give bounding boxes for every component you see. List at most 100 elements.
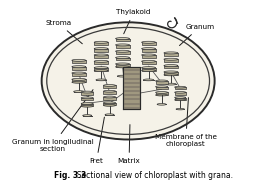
Polygon shape (81, 92, 93, 95)
Ellipse shape (94, 67, 108, 69)
Ellipse shape (157, 103, 166, 105)
Polygon shape (94, 61, 108, 64)
Ellipse shape (116, 50, 129, 52)
Ellipse shape (42, 22, 215, 140)
Polygon shape (142, 42, 155, 45)
Ellipse shape (72, 59, 86, 61)
Polygon shape (94, 42, 108, 45)
Ellipse shape (103, 84, 116, 86)
Bar (124, 67, 140, 109)
Ellipse shape (105, 114, 114, 116)
Ellipse shape (164, 65, 178, 67)
Ellipse shape (164, 52, 178, 54)
Bar (124, 82, 140, 84)
Polygon shape (103, 85, 116, 88)
Text: Fig. 3.3: Fig. 3.3 (54, 171, 87, 180)
Ellipse shape (116, 57, 129, 59)
Ellipse shape (81, 105, 93, 107)
Polygon shape (142, 49, 155, 52)
Ellipse shape (116, 44, 129, 46)
Bar (124, 98, 140, 100)
Polygon shape (94, 49, 108, 52)
Ellipse shape (72, 66, 86, 68)
Polygon shape (94, 55, 108, 58)
Polygon shape (116, 39, 129, 41)
Text: Fret: Fret (90, 117, 105, 164)
Ellipse shape (81, 103, 93, 105)
Ellipse shape (142, 41, 155, 43)
Ellipse shape (176, 108, 184, 110)
Polygon shape (142, 55, 155, 58)
Text: Thylakoid: Thylakoid (116, 9, 151, 34)
Ellipse shape (116, 66, 129, 68)
Ellipse shape (155, 94, 168, 96)
Polygon shape (72, 67, 86, 70)
Bar (124, 107, 140, 109)
Ellipse shape (142, 67, 155, 69)
Polygon shape (142, 61, 155, 64)
Ellipse shape (72, 72, 86, 74)
Polygon shape (116, 64, 129, 67)
Ellipse shape (94, 60, 108, 62)
Ellipse shape (143, 79, 154, 81)
Ellipse shape (117, 75, 128, 77)
Ellipse shape (94, 41, 108, 43)
Polygon shape (72, 73, 86, 76)
Polygon shape (116, 51, 129, 54)
Ellipse shape (155, 86, 168, 88)
Ellipse shape (175, 97, 186, 98)
Polygon shape (175, 97, 186, 100)
Ellipse shape (175, 92, 186, 93)
Polygon shape (164, 66, 178, 68)
Ellipse shape (142, 60, 155, 62)
Ellipse shape (94, 48, 108, 50)
Ellipse shape (175, 99, 186, 101)
Ellipse shape (116, 38, 129, 40)
Text: Stroma: Stroma (45, 20, 82, 44)
Polygon shape (164, 59, 178, 62)
Polygon shape (81, 104, 93, 106)
Polygon shape (155, 92, 168, 95)
Polygon shape (103, 91, 116, 94)
Ellipse shape (81, 97, 93, 99)
Ellipse shape (83, 115, 92, 116)
Ellipse shape (164, 71, 178, 73)
Polygon shape (72, 60, 86, 63)
Ellipse shape (72, 81, 86, 83)
Polygon shape (116, 45, 129, 48)
Text: Sectional view of chloroplast with grana.: Sectional view of chloroplast with grana… (72, 171, 233, 180)
Ellipse shape (74, 91, 84, 92)
Polygon shape (155, 81, 168, 84)
Text: Matrix: Matrix (118, 125, 140, 164)
Ellipse shape (175, 86, 186, 88)
Ellipse shape (103, 90, 116, 92)
Polygon shape (94, 68, 108, 70)
Ellipse shape (94, 54, 108, 56)
Polygon shape (103, 103, 116, 105)
Ellipse shape (94, 70, 108, 72)
Ellipse shape (103, 102, 116, 104)
Ellipse shape (116, 63, 129, 65)
Ellipse shape (166, 83, 176, 85)
Ellipse shape (142, 54, 155, 56)
Polygon shape (142, 68, 155, 70)
Bar (124, 90, 140, 92)
Polygon shape (72, 79, 86, 82)
Ellipse shape (103, 96, 116, 98)
Ellipse shape (96, 79, 106, 81)
Polygon shape (103, 97, 116, 100)
Ellipse shape (164, 58, 178, 60)
Text: Granum in longiludinal
section: Granum in longiludinal section (12, 90, 94, 152)
Bar (124, 103, 140, 105)
Bar (124, 86, 140, 88)
Ellipse shape (81, 91, 93, 93)
Ellipse shape (142, 48, 155, 50)
Ellipse shape (155, 92, 168, 93)
Ellipse shape (72, 78, 86, 80)
Polygon shape (81, 98, 93, 100)
Ellipse shape (103, 104, 116, 106)
Polygon shape (164, 53, 178, 56)
Bar (124, 94, 140, 96)
Polygon shape (175, 92, 186, 95)
Text: Membrane of the
chloroplast: Membrane of the chloroplast (155, 98, 217, 147)
